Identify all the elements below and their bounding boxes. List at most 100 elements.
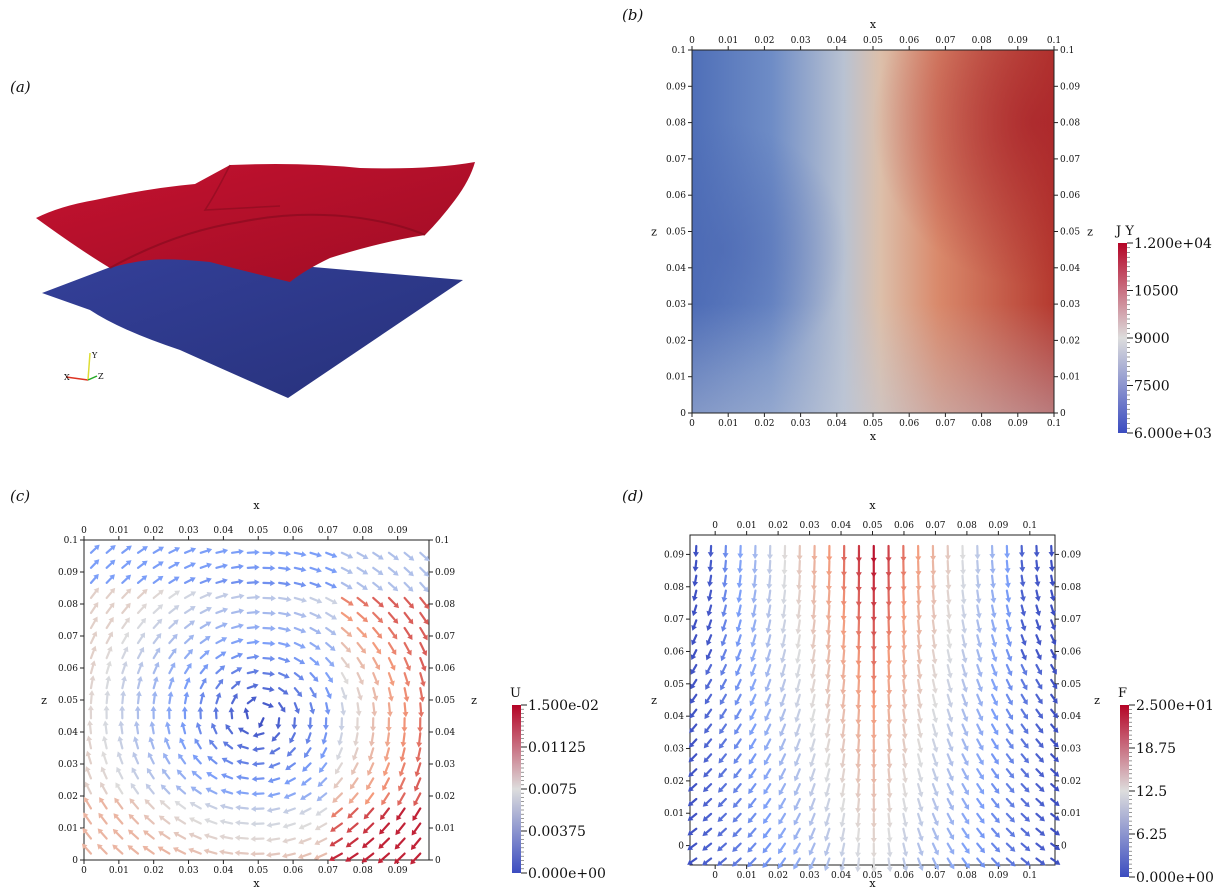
d-vector-arrow (841, 738, 846, 750)
d-vector-arrow-head (992, 700, 999, 707)
c-vector-arrow-head (191, 770, 198, 777)
d-vector-arrow (1020, 559, 1024, 569)
d-vector-arrow (976, 768, 983, 777)
d-vector-arrow (1035, 619, 1040, 628)
c-vector-arrow (179, 756, 187, 765)
b-ytick-label-right: 0.02 (1060, 336, 1080, 346)
c-vector-arrow-head (296, 691, 303, 698)
d-vector-arrow-head (824, 777, 831, 783)
d-vector-arrow (1050, 678, 1056, 687)
d-vector-arrow-head (795, 658, 801, 664)
d-vector-arrow (795, 738, 801, 749)
c-vector-arrow (309, 672, 317, 680)
c-vector-arrow-head (186, 662, 192, 669)
d-vector-arrow (780, 738, 787, 748)
c-vector-arrow (136, 694, 140, 705)
d-vector-arrow (796, 708, 801, 720)
c-vector-arrow (212, 726, 218, 735)
d-vector-arrow (946, 827, 953, 837)
d-vector-arrow-head (737, 553, 744, 559)
d-vector-arrow-head (840, 615, 847, 622)
c-vector-arrow (168, 665, 174, 675)
d-vector-arrow (990, 738, 998, 747)
c-vector-arrow-head (234, 850, 240, 857)
c-vector-arrow (349, 822, 359, 831)
c-vector-arrow-head (203, 649, 210, 656)
c-vector-arrow-head (188, 634, 195, 641)
c-vector-arrow-head (156, 618, 163, 625)
d-vector-arrow-head (749, 671, 756, 677)
d-vector-arrow (734, 812, 742, 821)
c-vector-arrow (231, 654, 240, 660)
d-vector-arrow-head (795, 614, 802, 620)
d-vector-arrow-head (1024, 860, 1031, 866)
c-vector-arrow-head (106, 660, 112, 667)
d-vector-arrow (765, 708, 772, 719)
d-vector-arrow (856, 842, 861, 854)
d-vector-arrow (750, 768, 757, 777)
d-vector-arrow (827, 589, 831, 602)
c-vector-arrow (293, 626, 303, 632)
d-vector-arrow (931, 693, 937, 705)
c-vector-arrow (365, 822, 375, 832)
c-vector-arrow (161, 832, 171, 840)
d-ytick-label-right: 0.03 (1061, 745, 1081, 755)
d-vector-arrow (1005, 708, 1012, 717)
c-vector-arrow (340, 611, 351, 620)
c-vector-arrow-head (150, 705, 157, 711)
d-vector-arrow (826, 783, 831, 794)
d-vector-arrow (811, 693, 816, 705)
d-vector-arrow (764, 797, 772, 807)
triad-y-label: Y (91, 351, 98, 360)
d-vector-arrow-head (1039, 859, 1046, 866)
c-vector-arrow (419, 687, 424, 699)
d-vector-arrow-head (1006, 626, 1012, 633)
c-vector-arrow (118, 754, 124, 765)
d-vector-arrow-head (824, 806, 830, 813)
c-vector-arrow-head (314, 839, 321, 845)
c-vector-arrow (309, 581, 319, 587)
d-vector-arrow (842, 663, 846, 677)
c-vector-arrow (231, 580, 240, 584)
c-vector-arrow (152, 694, 156, 705)
d-vector-arrow-head (687, 815, 694, 821)
d-vector-arrow-head (933, 820, 939, 827)
c-vector-arrow (136, 562, 145, 569)
d-vector-arrow (887, 738, 891, 751)
c-vector-arrow-head (252, 683, 259, 689)
c-vector-arrow-head (235, 804, 241, 811)
d-vector-arrow-head (780, 643, 787, 649)
d-vector-arrow (976, 663, 981, 674)
d-vector-arrow (1005, 768, 1013, 776)
c-vector-arrow (289, 747, 296, 755)
d-vector-arrow-head (855, 778, 862, 784)
b-xtick-label-bottom: 0 (689, 419, 695, 429)
c-vector-arrow (372, 566, 381, 574)
d-vector-arrow-head (810, 658, 817, 665)
d-vector-arrow (917, 842, 922, 853)
d-vector-arrow-head (993, 729, 999, 736)
d-vector-arrow (826, 708, 831, 720)
c-vector-arrow-head (102, 720, 109, 726)
b-y-axis-title-right: z (1087, 226, 1093, 239)
c-ytick-label-right: 0.09 (435, 568, 455, 578)
d-vector-arrow (810, 783, 816, 794)
c-vector-arrow (335, 777, 343, 786)
c-vector-arrow (231, 639, 240, 645)
c-vector-arrow (88, 724, 93, 735)
c-vector-arrow-head (116, 751, 123, 758)
c-vector-arrow (196, 741, 202, 750)
d-vector-arrow (826, 723, 831, 735)
d-colorbar-label: 0.000e+00 (1136, 870, 1214, 886)
c-vector-arrow-head (163, 752, 169, 759)
c-vector-arrow (309, 626, 319, 633)
c-vector-arrow (325, 702, 329, 712)
d-vector-arrow-head (717, 801, 724, 808)
c-vector-arrow (231, 565, 241, 569)
d-vector-arrow (931, 723, 937, 735)
c-vector-arrow-head (300, 566, 307, 573)
d-vector-arrow (976, 693, 982, 704)
c-vector-arrow (288, 762, 296, 769)
c-vector-arrow (403, 626, 411, 637)
d-ytick-label-right: 0 (1061, 842, 1067, 852)
